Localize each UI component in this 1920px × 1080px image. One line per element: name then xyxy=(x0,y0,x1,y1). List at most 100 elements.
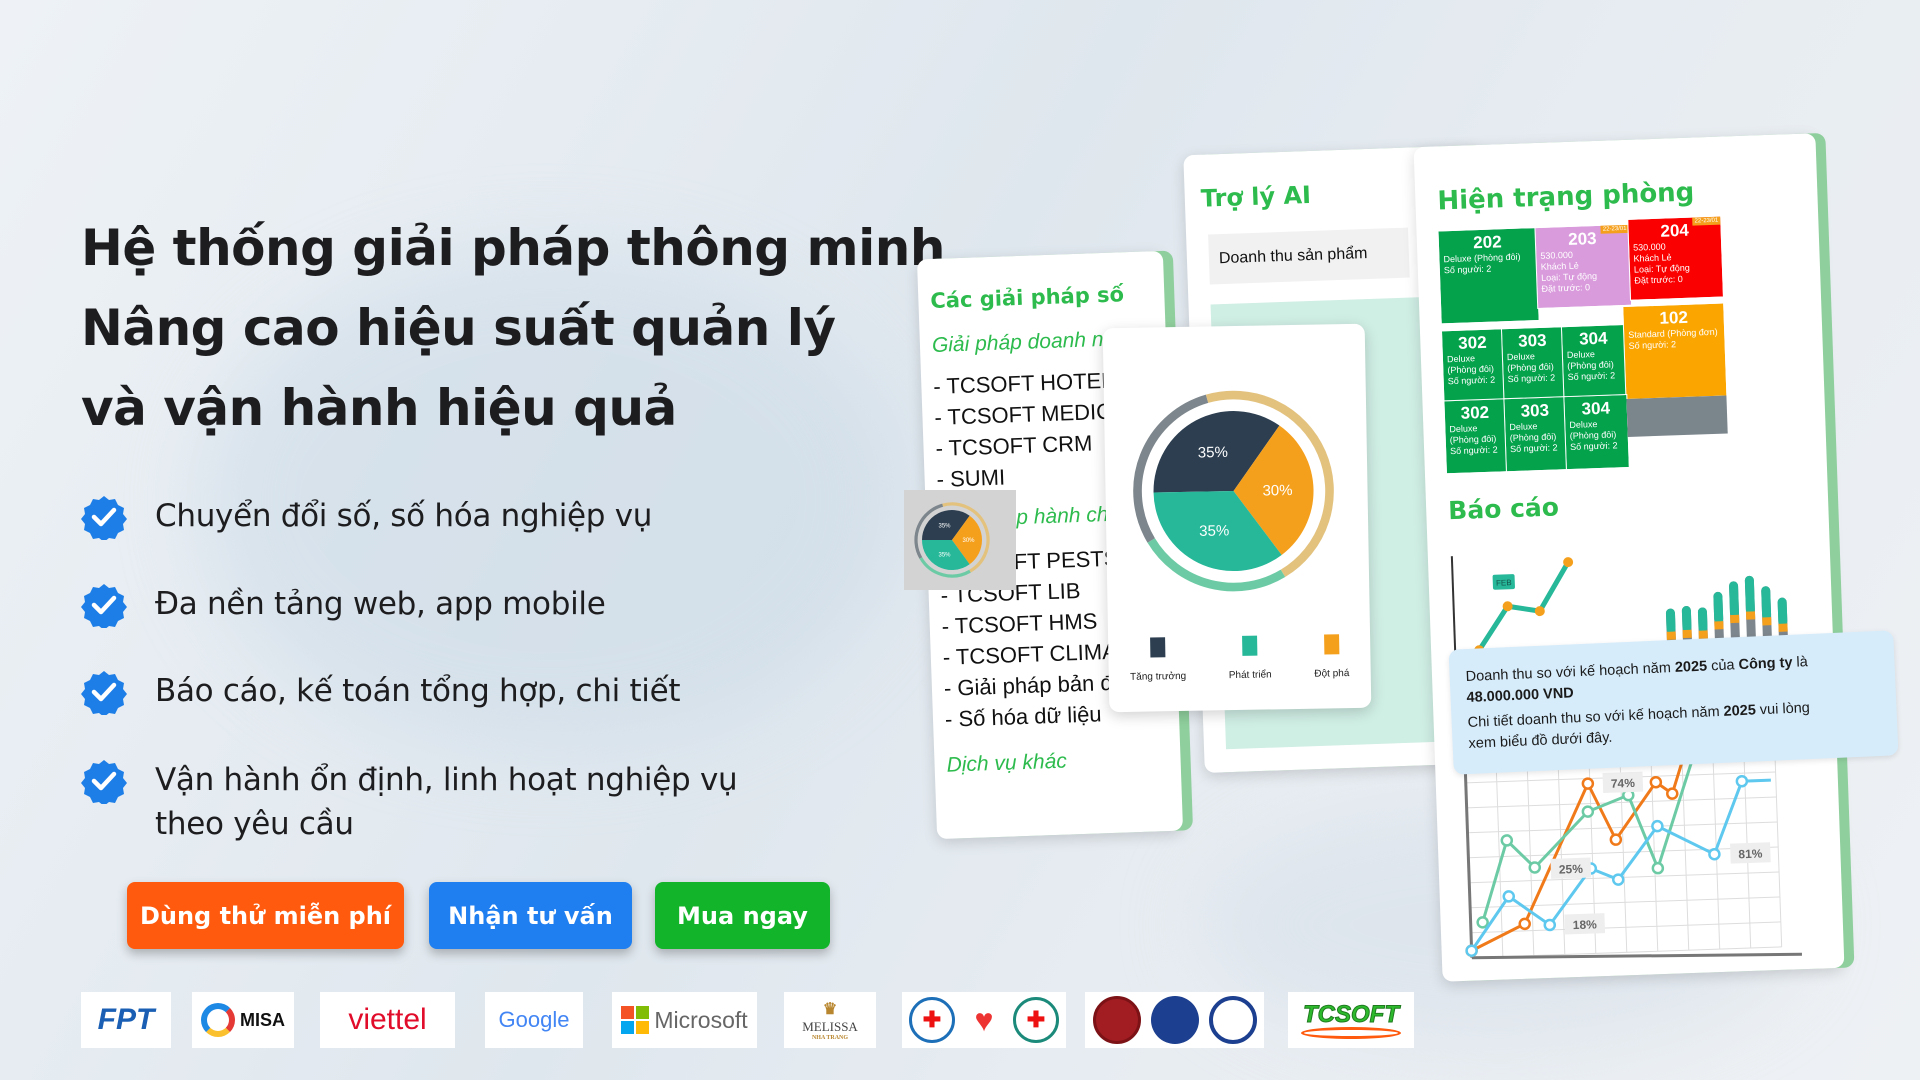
feature-item: Chuyển đổi số, số hóa nghiệp vụ xyxy=(81,494,652,540)
pie-chart-card: 35% 30% 35% Tăng trưởng Phát triển Đột phá xyxy=(1102,323,1372,713)
mini-line xyxy=(1477,560,1571,652)
series-point xyxy=(1528,861,1542,874)
pie-slice xyxy=(922,510,970,540)
pie-slice xyxy=(922,540,970,570)
tooltip-text: của xyxy=(1706,657,1739,675)
series-point xyxy=(1500,834,1514,847)
feature-text: Vận hành ổn định, linh hoạt nghiệp vụ the… xyxy=(155,758,738,846)
headline-line: Nâng cao hiệu suất quản lý xyxy=(81,299,836,357)
y-axis xyxy=(1463,757,1474,958)
microsoft-windows-icon xyxy=(621,1006,650,1034)
legend-item: Đột phá xyxy=(1314,634,1350,680)
mini-line-point xyxy=(1534,606,1545,617)
tooltip-text: là xyxy=(1792,654,1809,671)
legend-item: Phát triển xyxy=(1228,635,1272,681)
ai-card-title: Trợ lý AI xyxy=(1200,180,1312,213)
pie-slice xyxy=(1233,425,1314,555)
chart-label: 81% xyxy=(1738,847,1763,862)
feb-label-bg xyxy=(1492,574,1515,590)
logo-text: Microsoft xyxy=(654,1006,748,1033)
stacked-bar-orange xyxy=(1730,614,1740,624)
revenue-tooltip: Doanh thu so với kế hoạch năm 2025 của C… xyxy=(1448,630,1899,775)
mini-line-point xyxy=(1563,557,1574,568)
grid-line xyxy=(1469,871,1780,884)
grid-line xyxy=(1466,796,1777,809)
logo-tcsoft: TCSOFT xyxy=(1288,992,1414,1048)
chart-label-bg xyxy=(1550,857,1592,879)
free-trial-button[interactable]: Dùng thử miễn phí xyxy=(127,882,404,949)
headline-line: và vận hành hiệu quả xyxy=(81,379,677,437)
stacked-bar-teal xyxy=(1713,591,1724,624)
pie-slice xyxy=(1153,411,1280,493)
check-badge-icon xyxy=(81,671,127,715)
series-point xyxy=(1735,774,1749,788)
tooltip-year: 2025 xyxy=(1674,658,1708,676)
logo-text: TCSOFT xyxy=(1303,1001,1400,1029)
pie-slice xyxy=(952,515,982,565)
pie-outer-ring xyxy=(942,502,990,573)
legend-swatch xyxy=(1242,635,1258,656)
grid-line xyxy=(1470,921,1781,934)
pie-outer-ring xyxy=(919,557,971,578)
headline-line: Hệ thống giải pháp thông minh xyxy=(81,219,945,277)
room-status-card: Hiện trạng phòng 202 Deluxe (Phòng đôi) Số… xyxy=(1413,133,1845,982)
section-heading[interactable]: Dịch vụ khác xyxy=(946,749,1068,777)
tooltip-text: vui lòng xyxy=(1755,700,1811,719)
logo-melissa: ♛ MELISSA NHA TRANG xyxy=(784,992,876,1048)
headline: Hệ thống giải pháp thông minh Nâng cao h… xyxy=(81,208,945,448)
check-badge-icon xyxy=(81,496,127,540)
stacked-bar-orange xyxy=(1666,631,1676,640)
pie-outer-ring xyxy=(914,503,944,559)
chart-label-bg xyxy=(1730,842,1771,864)
stacked-bar-teal xyxy=(1665,608,1676,634)
pie-thumbnail[interactable]: 35% 30% 35% xyxy=(904,490,1016,590)
tcsoft-swoosh-icon xyxy=(1301,1027,1401,1039)
stacked-bar-orange xyxy=(1762,617,1772,626)
tooltip-company: Công ty xyxy=(1738,654,1793,674)
clinic-logo-icon: ✚ xyxy=(1013,997,1059,1043)
axis-line xyxy=(1450,556,1457,667)
pie-slice-label: 30% xyxy=(962,538,975,544)
chart-label-bg xyxy=(1564,913,1606,935)
stacked-bar-teal xyxy=(1729,581,1739,618)
consult-button[interactable]: Nhận tư vấn xyxy=(429,882,632,949)
series-point xyxy=(1502,890,1516,903)
series-point xyxy=(1666,787,1679,800)
clinic-logo-icon: ✚ xyxy=(909,997,955,1043)
legend-label: Đột phá xyxy=(1314,668,1350,680)
feature-text-line: Vận hành ổn định, linh hoạt nghiệp vụ xyxy=(155,762,738,798)
series-point xyxy=(1476,916,1489,929)
hnue-logo-icon xyxy=(1150,996,1199,1044)
logo-fpt: FPT xyxy=(81,992,171,1048)
logo-viettel: viettel xyxy=(320,992,455,1048)
solutions-title: Các giải pháp số xyxy=(929,282,1125,314)
logo-google: Google xyxy=(485,992,583,1048)
chart-label-bg xyxy=(1602,771,1644,794)
pie-slice-label: 30% xyxy=(1262,482,1292,500)
pie-slice-label: 35% xyxy=(939,553,952,559)
stacked-bar-teal xyxy=(1681,606,1692,632)
feature-text: Đa nền tảng web, app mobile xyxy=(155,586,606,622)
pie-slice xyxy=(1153,491,1282,572)
pie-outer-ring xyxy=(1147,538,1286,592)
legend-swatch xyxy=(1149,637,1166,658)
series-point xyxy=(1609,833,1623,846)
mini-line-point xyxy=(1502,601,1513,612)
buy-now-button[interactable]: Mua ngay xyxy=(655,882,830,949)
series-point xyxy=(1651,861,1665,875)
pie-slice-label: 35% xyxy=(1199,522,1229,540)
series-point xyxy=(1465,944,1478,957)
series-point xyxy=(1651,819,1664,833)
feature-text: Báo cáo, kế toán tổng hợp, chi tiết xyxy=(155,673,681,709)
series-point xyxy=(1581,805,1595,818)
check-badge-icon xyxy=(81,584,127,628)
series-point xyxy=(1708,847,1721,861)
pie-slice-label: 35% xyxy=(939,523,952,529)
legend-item: Tăng trưởng xyxy=(1129,637,1186,683)
feature-text-line: theo yêu cầu xyxy=(155,806,354,842)
stacked-bar-orange xyxy=(1714,621,1724,630)
school-logo-icon xyxy=(1208,996,1257,1044)
logo-clinics: ✚ ♥ ✚ xyxy=(902,992,1066,1048)
legend-swatch xyxy=(1323,634,1340,655)
ai-query-input[interactable]: Doanh thu sản phẩm xyxy=(1208,227,1410,285)
